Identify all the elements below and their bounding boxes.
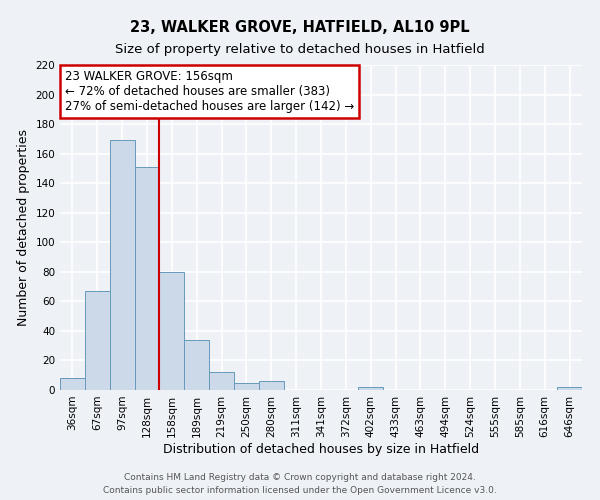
Bar [209, 372, 234, 390]
Text: 23, WALKER GROVE, HATFIELD, AL10 9PL: 23, WALKER GROVE, HATFIELD, AL10 9PL [130, 20, 470, 35]
Bar [85, 291, 110, 390]
Bar [234, 382, 259, 390]
Text: Size of property relative to detached houses in Hatfield: Size of property relative to detached ho… [115, 42, 485, 56]
Text: 23 WALKER GROVE: 156sqm
← 72% of detached houses are smaller (383)
27% of semi-d: 23 WALKER GROVE: 156sqm ← 72% of detache… [65, 70, 355, 113]
Bar [557, 387, 582, 390]
Bar [160, 272, 184, 390]
Text: Contains public sector information licensed under the Open Government Licence v3: Contains public sector information licen… [103, 486, 497, 495]
X-axis label: Distribution of detached houses by size in Hatfield: Distribution of detached houses by size … [163, 442, 479, 456]
Bar [259, 381, 284, 390]
Bar [134, 167, 160, 390]
Y-axis label: Number of detached properties: Number of detached properties [17, 129, 30, 326]
Text: Contains HM Land Registry data © Crown copyright and database right 2024.: Contains HM Land Registry data © Crown c… [124, 474, 476, 482]
Bar [184, 340, 209, 390]
Bar [60, 378, 85, 390]
Bar [358, 387, 383, 390]
Bar [110, 140, 134, 390]
